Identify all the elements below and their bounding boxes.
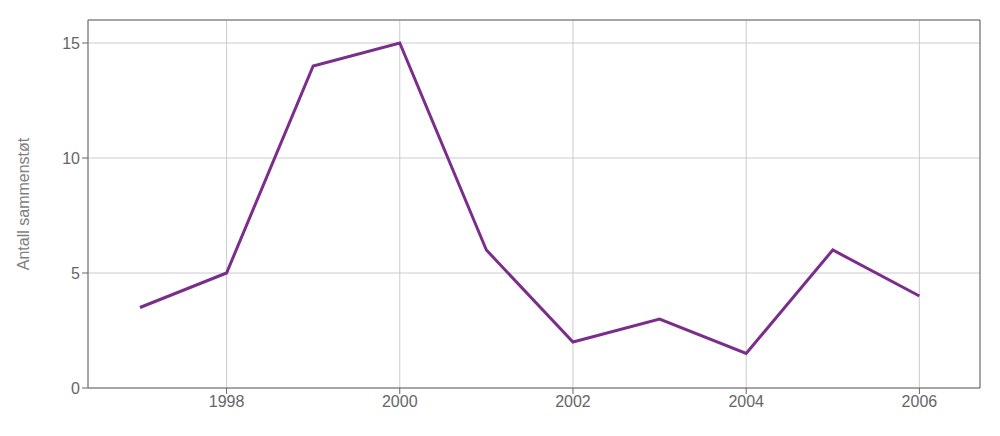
- svg-text:2006: 2006: [902, 393, 938, 410]
- svg-text:1998: 1998: [209, 393, 245, 410]
- svg-text:Antall sammenstøt: Antall sammenstøt: [15, 137, 32, 270]
- svg-text:2000: 2000: [382, 393, 418, 410]
- svg-text:0: 0: [71, 380, 80, 397]
- svg-text:2002: 2002: [555, 393, 591, 410]
- svg-text:10: 10: [62, 150, 80, 167]
- svg-text:5: 5: [71, 265, 80, 282]
- svg-text:15: 15: [62, 35, 80, 52]
- svg-text:2004: 2004: [728, 393, 764, 410]
